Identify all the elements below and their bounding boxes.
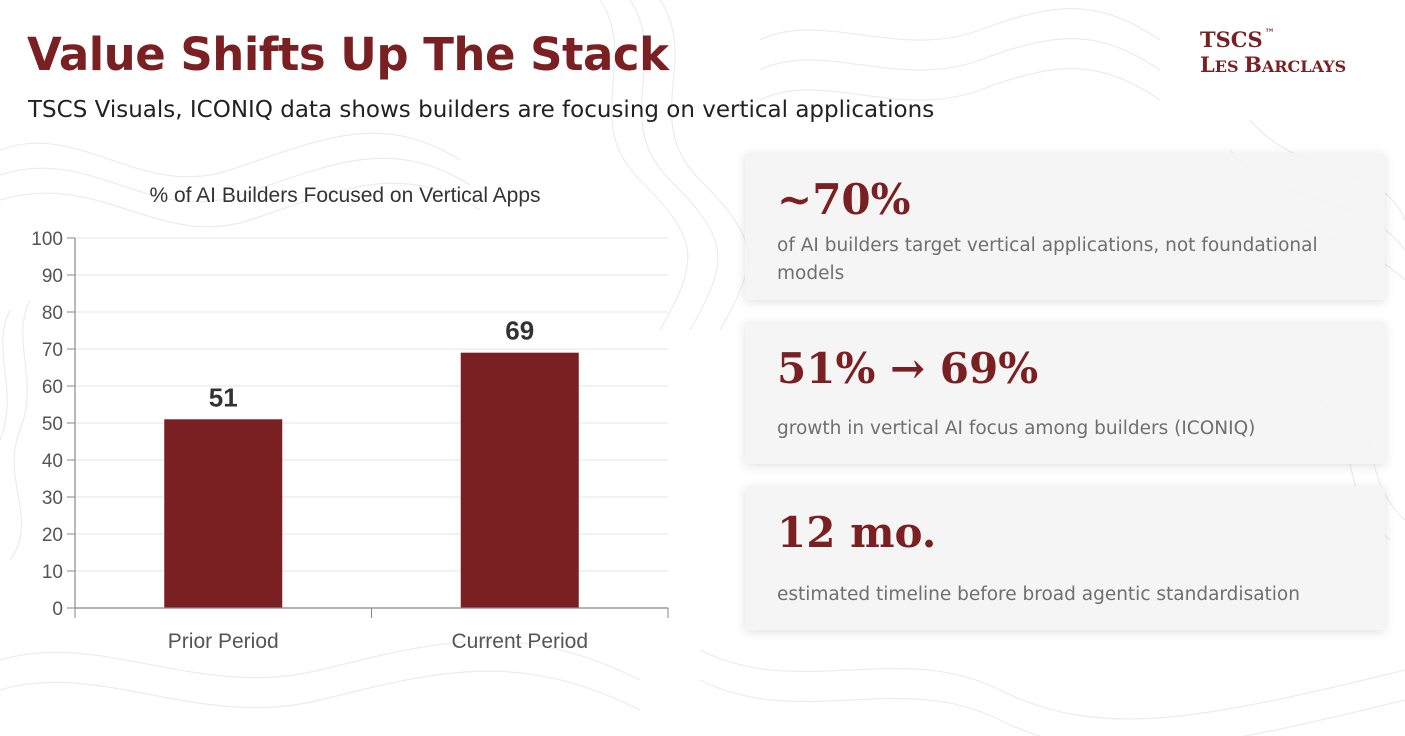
bar-data-label: 51 <box>209 382 238 412</box>
y-axis-ticks: 0 10 20 30 40 50 60 70 80 90 100 <box>31 229 75 620</box>
bar-data-label: 69 <box>505 316 534 346</box>
bar <box>164 419 283 608</box>
stat-card-timeline: 12 mo. estimated timeline before broad a… <box>745 486 1385 630</box>
y-tick-label: 90 <box>42 266 63 287</box>
chart-title: % of AI Builders Focused on Vertical App… <box>149 184 540 207</box>
chart-bars: 51 69 <box>164 316 579 608</box>
stat-card-growth: 51% → 69% growth in vertical AI focus am… <box>745 322 1385 464</box>
y-tick-label: 80 <box>42 303 63 324</box>
x-axis: Prior Period Current Period <box>74 238 669 653</box>
stat-value: 51% → 69% <box>777 344 1039 393</box>
y-tick-label: 10 <box>42 562 63 583</box>
x-tick-label: Prior Period <box>168 630 279 653</box>
logo-b: B <box>1244 51 1262 77</box>
y-tick-label: 30 <box>42 488 63 509</box>
y-tick-label: 60 <box>42 377 63 398</box>
stat-value: ~70% <box>777 175 911 224</box>
y-tick-label: 0 <box>52 599 63 620</box>
logo-l: L <box>1200 51 1215 77</box>
stat-description: of AI builders target vertical applicati… <box>777 235 1318 284</box>
stat-card-vertical-share: ~70% of AI builders target vertical appl… <box>745 153 1385 300</box>
bar <box>460 352 579 608</box>
brand-logo: TSCS ™ LES BARCLAYS <box>1200 27 1347 78</box>
y-tick-label: 100 <box>31 229 63 250</box>
x-tick-label: Current Period <box>451 630 588 653</box>
page-subtitle: TSCS Visuals, ICONIQ data shows builders… <box>28 97 935 123</box>
y-tick-label: 70 <box>42 340 63 361</box>
logo-trademark: ™ <box>1264 28 1275 39</box>
page-title: Value Shifts Up The Stack <box>27 28 669 81</box>
logo-line-1: TSCS <box>1200 27 1263 52</box>
stat-description: estimated timeline before broad agentic … <box>777 584 1300 605</box>
y-tick-label: 50 <box>42 414 63 435</box>
logo-arclays: ARCLAYS <box>1261 56 1347 76</box>
stat-description: growth in vertical AI focus among builde… <box>777 418 1256 439</box>
chart-gridlines <box>75 237 668 609</box>
bar-chart: % of AI Builders Focused on Vertical App… <box>31 184 669 653</box>
y-tick-label: 20 <box>42 525 63 546</box>
stat-value: 12 mo. <box>777 508 937 557</box>
logo-es: ES <box>1214 56 1245 76</box>
y-tick-label: 40 <box>42 451 63 472</box>
